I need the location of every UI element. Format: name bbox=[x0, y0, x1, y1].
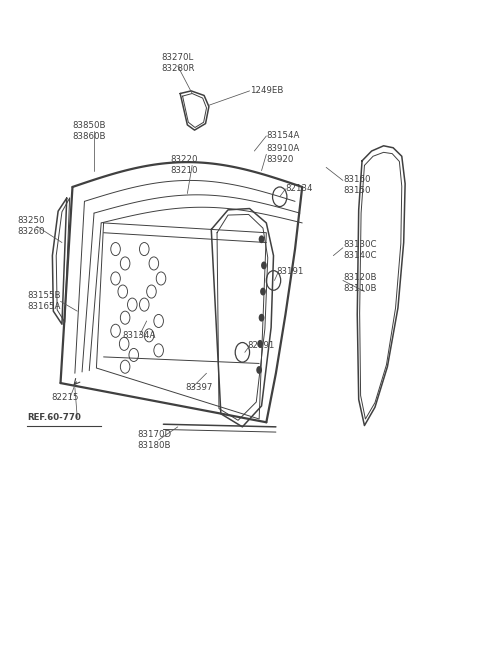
Text: 83910A
83920: 83910A 83920 bbox=[266, 144, 300, 164]
Text: 83134A: 83134A bbox=[123, 331, 156, 340]
Text: 1249EB: 1249EB bbox=[250, 86, 283, 96]
Text: 82215: 82215 bbox=[51, 393, 78, 402]
Text: 83130C
83140C: 83130C 83140C bbox=[343, 240, 376, 261]
Circle shape bbox=[256, 366, 262, 374]
Circle shape bbox=[259, 314, 264, 322]
Circle shape bbox=[260, 288, 266, 295]
Text: 83220
83210: 83220 83210 bbox=[170, 155, 198, 176]
Text: 83160
83150: 83160 83150 bbox=[343, 175, 371, 195]
Text: 83270L
83280R: 83270L 83280R bbox=[161, 53, 194, 73]
Text: 83120B
83110B: 83120B 83110B bbox=[343, 273, 376, 293]
Text: 83250
83260: 83250 83260 bbox=[17, 216, 45, 236]
Circle shape bbox=[261, 261, 267, 269]
Text: 82134: 82134 bbox=[286, 185, 313, 193]
Text: 83155B
83165A: 83155B 83165A bbox=[27, 291, 60, 311]
Text: 83191: 83191 bbox=[276, 267, 303, 276]
Circle shape bbox=[259, 235, 264, 243]
Text: 83850B
83860B: 83850B 83860B bbox=[72, 121, 106, 141]
Text: 83397: 83397 bbox=[185, 383, 212, 392]
Text: 83154A: 83154A bbox=[266, 132, 300, 140]
Circle shape bbox=[257, 340, 263, 348]
Text: 82191: 82191 bbox=[247, 341, 275, 350]
Text: 83170D
83180B: 83170D 83180B bbox=[137, 430, 171, 450]
Text: REF.60-770: REF.60-770 bbox=[27, 413, 81, 422]
